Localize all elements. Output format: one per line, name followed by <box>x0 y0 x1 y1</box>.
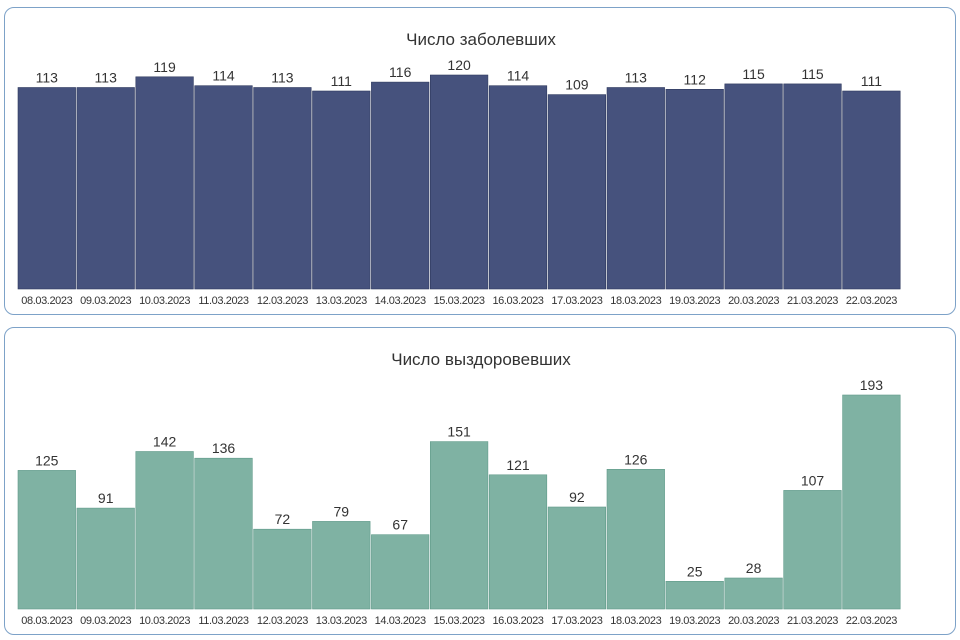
x-tick-label: 22.03.2023 <box>846 295 897 307</box>
x-tick-label: 14.03.2023 <box>375 295 426 307</box>
x-tick-label: 18.03.2023 <box>610 295 661 307</box>
x-tick-label: 09.03.2023 <box>80 615 131 627</box>
x-tick-label: 20.03.2023 <box>728 295 779 307</box>
value-label: 25 <box>687 563 703 579</box>
value-label: 113 <box>95 70 118 86</box>
value-label: 28 <box>746 560 762 576</box>
value-label: 115 <box>742 66 765 82</box>
chart-panel-recovered: Число выздоровевших 125 08.03.2023 91 09.03… <box>4 327 956 635</box>
x-tick-label: 21.03.2023 <box>787 295 838 307</box>
value-label: 91 <box>98 490 114 506</box>
value-label: 114 <box>212 68 235 84</box>
chart-infected: Число заболевших 113 08.03.2023 113 09.03.2… <box>17 30 901 307</box>
x-tick-label: 10.03.2023 <box>139 615 190 627</box>
x-tick-label: 08.03.2023 <box>21 615 72 627</box>
value-label: 126 <box>624 451 648 467</box>
x-tick-label: 11.03.2023 <box>198 615 249 627</box>
bar-11.03.2023 <box>194 85 253 290</box>
bar-19.03.2023 <box>665 89 724 290</box>
bar-09.03.2023 <box>76 507 135 610</box>
bar-09.03.2023 <box>76 87 135 290</box>
x-tick-label: 11.03.2023 <box>198 295 249 307</box>
bar-12.03.2023 <box>253 87 312 290</box>
value-label: 116 <box>389 64 412 80</box>
bar-17.03.2023 <box>547 506 606 610</box>
bar-12.03.2023 <box>253 528 312 610</box>
value-label: 72 <box>275 511 291 527</box>
chart-panel-infected: Число заболевших 113 08.03.2023 113 09.03.2… <box>4 7 956 315</box>
value-label: 120 <box>447 57 471 73</box>
bar-11.03.2023 <box>194 457 253 610</box>
bar-10.03.2023 <box>135 76 194 290</box>
value-label: 115 <box>801 66 824 82</box>
x-tick-label: 19.03.2023 <box>669 295 720 307</box>
bar-14.03.2023 <box>371 81 430 290</box>
x-tick-label: 22.03.2023 <box>846 615 897 627</box>
x-tick-label: 09.03.2023 <box>80 295 131 307</box>
bar-14.03.2023 <box>371 534 430 610</box>
x-tick-label: 17.03.2023 <box>551 615 602 627</box>
chart-title: Число выздоровевших <box>391 350 571 369</box>
x-tick-label: 16.03.2023 <box>492 295 543 307</box>
value-label: 136 <box>212 440 236 456</box>
value-label: 151 <box>447 424 471 440</box>
x-tick-label: 08.03.2023 <box>21 295 72 307</box>
bar-08.03.2023 <box>17 470 76 610</box>
bar-18.03.2023 <box>606 87 665 290</box>
value-label: 113 <box>625 70 648 86</box>
value-label: 92 <box>569 489 585 505</box>
x-tick-label: 17.03.2023 <box>551 295 602 307</box>
value-label: 121 <box>506 457 530 473</box>
x-tick-label: 12.03.2023 <box>257 615 308 627</box>
x-tick-label: 19.03.2023 <box>669 615 720 627</box>
x-tick-label: 15.03.2023 <box>434 615 485 627</box>
x-tick-label: 15.03.2023 <box>434 295 485 307</box>
bar-18.03.2023 <box>606 469 665 610</box>
bar-08.03.2023 <box>17 87 76 290</box>
chart-recovered: Число выздоровевших 125 08.03.2023 91 09.03… <box>17 350 901 627</box>
value-label: 79 <box>334 503 350 519</box>
bar-13.03.2023 <box>312 90 371 290</box>
x-tick-label: 18.03.2023 <box>610 615 661 627</box>
x-tick-label: 14.03.2023 <box>375 615 426 627</box>
bar-13.03.2023 <box>312 521 371 610</box>
value-label: 111 <box>861 73 882 89</box>
value-label: 193 <box>860 377 884 393</box>
value-label: 67 <box>392 517 408 533</box>
bar-15.03.2023 <box>429 74 489 290</box>
bar-10.03.2023 <box>135 451 194 610</box>
value-label: 109 <box>565 77 589 93</box>
bar-20.03.2023 <box>724 83 783 290</box>
x-tick-label: 20.03.2023 <box>728 615 779 627</box>
value-label: 112 <box>684 71 707 87</box>
value-label: 114 <box>507 68 530 84</box>
value-label: 107 <box>801 472 825 488</box>
value-label: 119 <box>153 59 176 75</box>
bar-22.03.2023 <box>842 394 901 610</box>
bar-22.03.2023 <box>842 90 901 290</box>
x-tick-label: 21.03.2023 <box>787 615 838 627</box>
x-tick-label: 13.03.2023 <box>316 615 367 627</box>
bar-19.03.2023 <box>665 581 724 610</box>
bar-16.03.2023 <box>488 85 548 290</box>
bar-20.03.2023 <box>724 577 783 610</box>
value-label: 142 <box>153 434 177 450</box>
x-tick-label: 10.03.2023 <box>139 295 190 307</box>
bar-15.03.2023 <box>429 441 489 610</box>
bar-17.03.2023 <box>547 94 606 290</box>
chart-title: Число заболевших <box>406 30 556 49</box>
x-tick-label: 16.03.2023 <box>492 615 543 627</box>
bar-21.03.2023 <box>783 83 842 290</box>
bar-21.03.2023 <box>783 490 842 610</box>
x-tick-label: 12.03.2023 <box>257 295 308 307</box>
bar-16.03.2023 <box>488 474 548 610</box>
value-label: 113 <box>271 70 294 86</box>
value-label: 113 <box>36 70 59 86</box>
value-label: 125 <box>35 452 59 468</box>
value-label: 111 <box>331 73 352 89</box>
x-tick-label: 13.03.2023 <box>316 295 367 307</box>
